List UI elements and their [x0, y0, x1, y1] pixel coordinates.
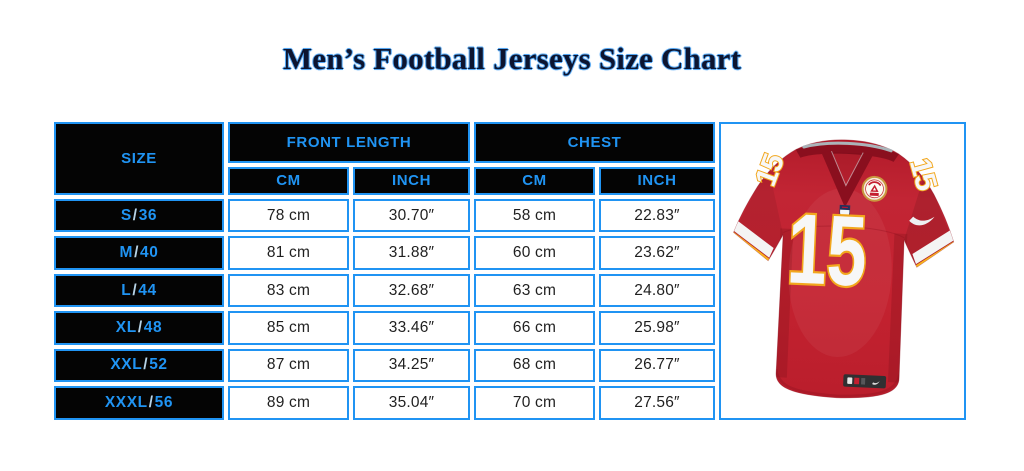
size-label: XXXL/56 [54, 386, 224, 420]
collar-back [796, 144, 900, 162]
cuff-stripe-white-right [912, 227, 959, 265]
table-row: L/44 83 cm 32.68″ 63 cm 24.80″ [54, 273, 966, 308]
size-label: XXL/52 [54, 348, 224, 383]
chest-inch-value: 25.98″ [599, 311, 716, 345]
slash-separator: / [143, 356, 149, 374]
front-length-inch-value: 31.88″ [353, 236, 471, 270]
front-length-inch-value: 34.25″ [353, 348, 471, 383]
front-length-inch-value: 32.68″ [353, 273, 471, 308]
header-chest-inch: INCH [599, 166, 716, 195]
header-chest-cm: CM [474, 166, 596, 195]
chest-cm-value: 63 cm [474, 273, 596, 308]
jersey-image: 15 15 15 [719, 122, 967, 420]
front-length-inch-value: 35.04″ [353, 386, 471, 420]
chest-cm-value: 70 cm [474, 386, 596, 420]
table-row: XXL/52 87 cm 34.25″ 68 cm 26.77″ [54, 348, 966, 383]
nike-swoosh-icon [909, 216, 935, 226]
cuff-stripe-white-left [729, 217, 775, 258]
front-length-cm-value: 87 cm [228, 348, 349, 383]
jersey-number: 15 [786, 193, 870, 307]
team-patch-icon [862, 175, 888, 202]
nfl-shield-icon [839, 204, 851, 220]
jock-tag [843, 374, 887, 389]
header-size: SIZE [54, 122, 224, 195]
table-row: M/40 81 cm 31.88″ 60 cm 23.62″ [54, 236, 966, 270]
collar-trim [802, 141, 894, 153]
jersey-photo: 15 15 15 [721, 124, 964, 418]
table-row: XL/48 85 cm 33.46″ 66 cm 25.98″ [54, 311, 966, 345]
chest-inch-value: 26.77″ [599, 348, 716, 383]
header-chest: CHEST [474, 122, 716, 163]
slash-separator: / [134, 244, 139, 262]
front-length-inch-value: 33.46″ [353, 311, 471, 345]
size-label: L/44 [54, 273, 224, 308]
header-front-inch: INCH [353, 166, 471, 195]
table-row: S/36 78 cm 30.70″ 58 cm 22.83″ [54, 198, 966, 233]
chest-cm-value: 60 cm [474, 236, 596, 270]
header-row-groups: SIZE FRONT LENGTH CHEST [54, 122, 967, 420]
slash-separator: / [148, 393, 154, 411]
chest-inch-value: 22.83″ [599, 198, 716, 233]
header-front-cm: CM [228, 166, 349, 195]
size-label: XL/48 [54, 311, 224, 345]
size-chart-table: SIZE FRONT LENGTH CHEST [50, 118, 970, 424]
chest-inch-value: 24.80″ [599, 273, 716, 308]
jersey-illustration: 15 15 15 [727, 139, 959, 399]
jersey-body [733, 139, 955, 399]
chest-cm-value: 68 cm [474, 348, 596, 383]
chest-inch-value: 27.56″ [599, 386, 716, 420]
front-length-cm-value: 78 cm [228, 198, 349, 233]
size-label: M/40 [54, 236, 224, 270]
header-front-length: FRONT LENGTH [228, 122, 471, 163]
header-row-units: CM INCH CM INCH [54, 166, 966, 195]
front-length-cm-value: 81 cm [228, 236, 349, 270]
front-length-cm-value: 83 cm [228, 273, 349, 308]
slash-separator: / [132, 206, 138, 224]
size-label: S/36 [54, 198, 224, 233]
front-length-cm-value: 89 cm [228, 386, 349, 420]
table-row: XXXL/56 89 cm 35.04″ 70 cm 27.56″ [54, 386, 966, 420]
chest-cm-value: 58 cm [474, 198, 596, 233]
front-length-inch-value: 30.70″ [353, 198, 471, 233]
collar-v-band [821, 151, 874, 208]
front-length-cm-value: 85 cm [228, 311, 349, 345]
page-title: Men’s Football Jerseys Size Chart [282, 41, 742, 76]
chest-cm-value: 66 cm [474, 311, 596, 345]
slash-separator: / [137, 319, 143, 336]
slash-separator: / [132, 281, 138, 299]
chest-inch-value: 23.62″ [599, 236, 716, 270]
